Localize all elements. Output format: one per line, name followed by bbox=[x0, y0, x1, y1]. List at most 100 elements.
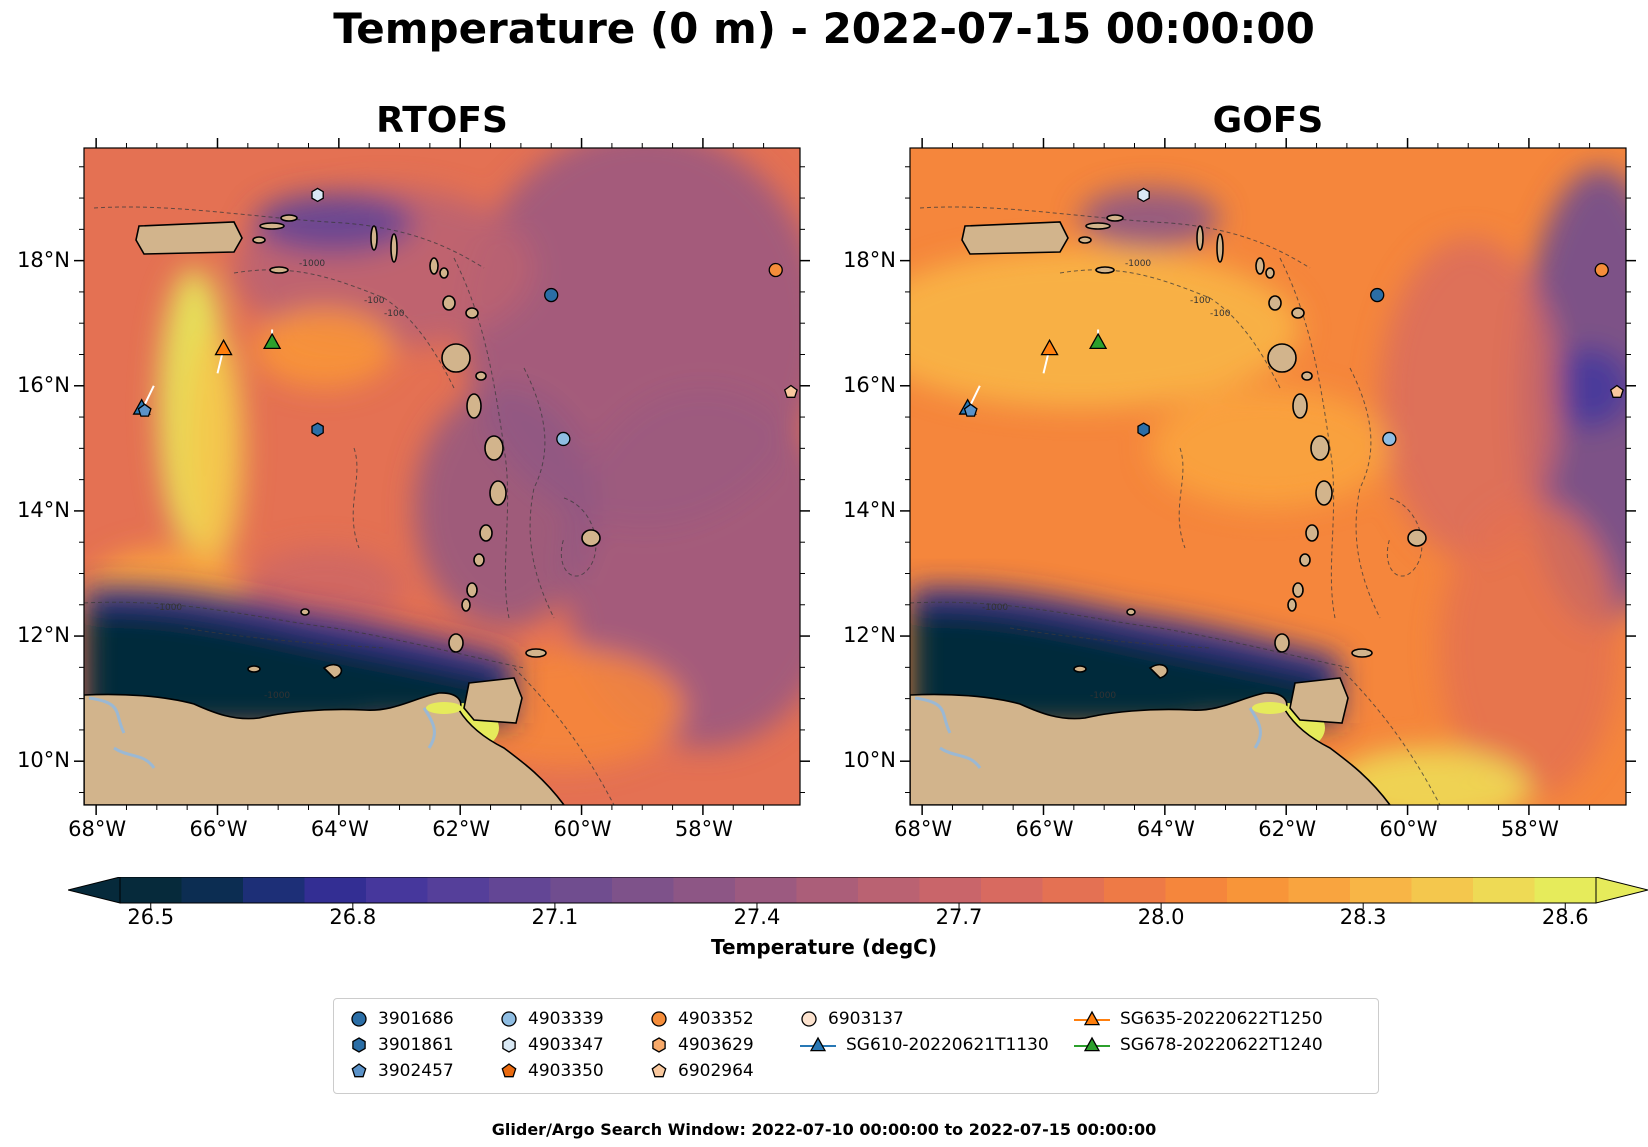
contour-label: -1000 bbox=[982, 603, 1008, 613]
legend-label: SG635-20220622T1250 bbox=[1120, 1009, 1323, 1029]
lon-tick-label: 66°W bbox=[189, 817, 248, 841]
contour-label: -1000 bbox=[264, 691, 290, 701]
glider-marker bbox=[1088, 332, 1108, 350]
glider-marker bbox=[214, 338, 233, 356]
colorbar-bin bbox=[1227, 877, 1289, 903]
colorbar bbox=[68, 877, 1648, 909]
map-gofs[interactable]: -1000 -1000 -100 -100 -1000 bbox=[900, 138, 1636, 815]
lon-tick-label: 68°W bbox=[894, 817, 953, 841]
legend-label: 4903350 bbox=[528, 1061, 604, 1081]
contour-label: -100 bbox=[384, 309, 405, 319]
argo-float-marker bbox=[1382, 431, 1397, 447]
colorbar-bin bbox=[1042, 877, 1105, 903]
legend-item: 3901686 bbox=[350, 1007, 454, 1031]
colorbar-bin bbox=[1104, 877, 1166, 903]
colorbar-bin bbox=[1350, 877, 1412, 903]
colorbar-bin bbox=[1534, 877, 1597, 903]
colorbar-tick-label: 26.8 bbox=[329, 905, 377, 929]
contour-label: -100 bbox=[1190, 296, 1211, 306]
lat-tick-label: 10°N bbox=[843, 748, 896, 773]
contour-label: -100 bbox=[1210, 309, 1231, 319]
legend-item: SG610-20220621T1130 bbox=[800, 1033, 1049, 1057]
legend: 3901686 3901861 3902457 4903339 4903347 49033… bbox=[333, 998, 1379, 1094]
legend-marker-icon bbox=[502, 1037, 516, 1053]
colorbar-bin bbox=[1165, 877, 1228, 903]
figure-title: Temperature (0 m) - 2022-07-15 00:00:00 bbox=[333, 4, 1315, 53]
legend-label: 6902964 bbox=[678, 1061, 754, 1081]
colorbar-bin bbox=[1288, 877, 1351, 903]
legend-marker-icon bbox=[652, 1037, 666, 1053]
legend-item: 4903339 bbox=[500, 1007, 604, 1031]
lat-tick-label: 18°N bbox=[17, 247, 70, 272]
legend-item: 4903347 bbox=[500, 1033, 604, 1057]
argo-float-marker bbox=[311, 422, 324, 437]
legend-marker-icon bbox=[1083, 1010, 1101, 1026]
argo-float-marker bbox=[137, 403, 152, 417]
legend-item: 4903350 bbox=[500, 1059, 604, 1083]
lat-tick-label: 18°N bbox=[843, 247, 896, 272]
colorbar-bin bbox=[243, 877, 305, 903]
colorbar-bin bbox=[612, 877, 674, 903]
lon-tick-label: 58°W bbox=[1500, 817, 1559, 841]
lon-tick-label: 62°W bbox=[432, 817, 491, 841]
colorbar-bin bbox=[1411, 877, 1474, 903]
map-canvas: -1000 -1000 -100 -100 -1000 bbox=[900, 138, 1636, 815]
colorbar-label: Temperature (degC) bbox=[711, 935, 937, 959]
colorbar-bin bbox=[981, 877, 1043, 903]
legend-item: 4903629 bbox=[650, 1033, 754, 1057]
legend-label: SG678-20220622T1240 bbox=[1120, 1035, 1323, 1055]
contour-label: -1000 bbox=[1090, 691, 1116, 701]
argo-float-marker bbox=[544, 287, 559, 303]
legend-label: 4903629 bbox=[678, 1035, 754, 1055]
glider-marker bbox=[1040, 338, 1059, 356]
contour-label: -100 bbox=[364, 296, 385, 306]
lat-tick-label: 16°N bbox=[17, 372, 70, 397]
lon-tick-label: 62°W bbox=[1258, 817, 1317, 841]
legend-item: SG635-20220622T1250 bbox=[1074, 1007, 1323, 1031]
contour-label: -1000 bbox=[156, 603, 182, 613]
legend-label: 4903339 bbox=[528, 1009, 604, 1029]
legend-marker-icon bbox=[651, 1063, 667, 1078]
legend-item: 6903137 bbox=[800, 1007, 904, 1031]
legend-label: 6903137 bbox=[828, 1009, 904, 1029]
map-rtofs[interactable]: -1000 -1000 -100 -100 -1000 bbox=[74, 138, 810, 815]
colorbar-bin bbox=[120, 877, 182, 903]
legend-label: SG610-20220621T1130 bbox=[846, 1035, 1049, 1055]
colorbar-tick-label: 28.3 bbox=[1339, 905, 1387, 929]
argo-float-marker bbox=[1137, 422, 1150, 437]
legend-label: 4903352 bbox=[678, 1009, 754, 1029]
argo-float-marker bbox=[1370, 287, 1385, 303]
legend-marker-icon bbox=[351, 1063, 367, 1078]
colorbar-bin bbox=[489, 877, 551, 903]
colorbar-tick-label: 26.5 bbox=[127, 905, 175, 929]
colorbar-tick-label: 28.6 bbox=[1541, 905, 1589, 929]
legend-marker-icon bbox=[351, 1011, 367, 1027]
colorbar-tick-label: 28.0 bbox=[1137, 905, 1185, 929]
colorbar-bin bbox=[550, 877, 613, 903]
panel-title-rtofs: RTOFS bbox=[376, 100, 508, 141]
lon-tick-label: 58°W bbox=[674, 817, 733, 841]
map-canvas: -1000 -1000 -100 -100 -1000 bbox=[74, 138, 810, 815]
legend-item: 6902964 bbox=[650, 1059, 754, 1083]
glider-marker bbox=[262, 332, 282, 350]
lon-tick-label: 66°W bbox=[1015, 817, 1074, 841]
colorbar-bin bbox=[1473, 877, 1535, 903]
lon-tick-label: 68°W bbox=[68, 817, 127, 841]
lon-tick-label: 60°W bbox=[1379, 817, 1438, 841]
panel-title-gofs: GOFS bbox=[1212, 100, 1324, 141]
argo-float-marker bbox=[963, 403, 978, 417]
colorbar-tick-label: 27.7 bbox=[935, 905, 983, 929]
legend-marker-icon bbox=[501, 1011, 517, 1027]
argo-float-marker bbox=[1137, 187, 1150, 203]
legend-item: 3902457 bbox=[350, 1059, 454, 1083]
argo-float-marker bbox=[783, 384, 798, 398]
colorbar-bin bbox=[181, 877, 244, 903]
lon-tick-label: 60°W bbox=[553, 817, 612, 841]
lon-tick-label: 64°W bbox=[310, 817, 369, 841]
legend-item: 3901861 bbox=[350, 1033, 454, 1057]
legend-marker-icon bbox=[501, 1063, 517, 1078]
colorbar-tick-label: 27.4 bbox=[733, 905, 781, 929]
argo-float-marker bbox=[1594, 262, 1609, 278]
colorbar-bin bbox=[919, 877, 982, 903]
argo-float-marker bbox=[311, 187, 324, 203]
